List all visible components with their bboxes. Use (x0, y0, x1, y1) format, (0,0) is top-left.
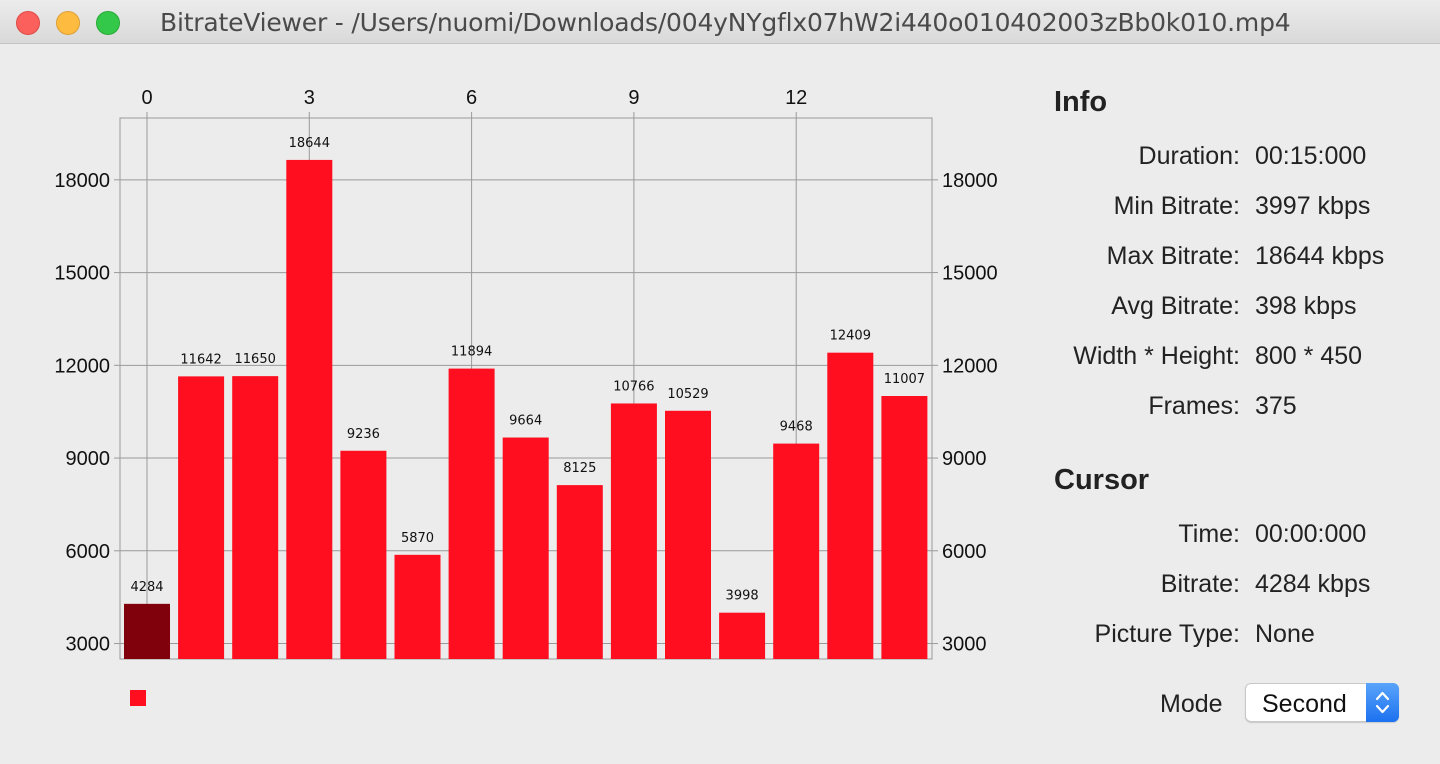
duration-value: 00:15:000 (1255, 142, 1367, 170)
bitrate-chart[interactable]: 3000 3000 6000 6000 9000 9000 12000 12000 15000 1… (0, 44, 1030, 744)
bar-data-label: 9468 (780, 420, 813, 435)
bar-data-label: 8125 (563, 461, 596, 476)
y-tick-label-right: 18000 (942, 170, 998, 192)
title-bar[interactable]: BitrateViewer - /Users/nuomi/Downloads/0… (0, 0, 1440, 44)
min-bitrate-label: Min Bitrate: (1113, 192, 1240, 220)
resolution-label: Width * Height: (1073, 342, 1240, 370)
x-tick-label: 9 (628, 87, 639, 109)
mode-select[interactable]: Second (1245, 683, 1399, 722)
picture-type-value: None (1255, 620, 1315, 648)
window-title: BitrateViewer - /Users/nuomi/Downloads/0… (160, 8, 1291, 37)
cursor-time-value: 00:00:000 (1255, 520, 1367, 548)
close-button[interactable] (16, 11, 40, 35)
chevron-up-down-icon (1375, 691, 1390, 714)
max-bitrate-label: Max Bitrate: (1106, 242, 1240, 270)
picture-type-label: Picture Type: (1094, 620, 1240, 648)
bar (178, 376, 225, 659)
bar (881, 396, 928, 659)
bar-data-label: 18644 (289, 136, 330, 151)
resolution-value: 800 * 450 (1255, 342, 1363, 370)
bar-data-label: 5870 (401, 531, 434, 546)
bar (448, 368, 495, 659)
avg-bitrate-label: Avg Bitrate: (1111, 292, 1240, 320)
zoom-button[interactable] (96, 11, 120, 35)
cursor-bitrate-value: 4284 kbps (1255, 570, 1371, 598)
bar (719, 612, 766, 659)
bar (340, 450, 387, 659)
avg-bitrate-value: 398 kbps (1255, 292, 1357, 320)
max-bitrate-value: 18644 kbps (1255, 242, 1385, 270)
y-tick-label-right: 15000 (942, 263, 998, 285)
select-stepper[interactable] (1366, 683, 1399, 722)
y-tick-label-left: 18000 (54, 170, 110, 192)
bar-data-label: 9236 (347, 427, 380, 442)
frames-label: Frames: (1148, 392, 1240, 420)
bar-data-label: 11894 (451, 345, 492, 360)
y-tick-label-left: 3000 (66, 634, 111, 656)
bar-data-label: 4284 (130, 580, 163, 595)
info-panel: Info Duration: 00:15:000 Min Bitrate: 39… (1040, 44, 1440, 764)
cursor-bitrate-label: Bitrate: (1160, 570, 1240, 598)
bar (773, 443, 820, 659)
bar (665, 410, 711, 659)
mode-label: Mode (1160, 690, 1223, 718)
duration-label: Duration: (1138, 142, 1240, 170)
bar (124, 603, 170, 659)
y-tick-label-right: 3000 (942, 634, 987, 656)
bar-data-label: 9664 (509, 414, 542, 429)
legend-swatch (130, 690, 146, 706)
bar (394, 554, 441, 659)
bar-data-label: 10766 (613, 379, 654, 394)
x-tick-label: 6 (466, 87, 477, 109)
y-tick-label-left: 6000 (66, 541, 111, 563)
x-tick-label: 12 (785, 87, 807, 109)
x-tick-label: 3 (304, 87, 315, 109)
y-tick-label-right: 9000 (942, 448, 987, 470)
bar-data-label: 3998 (726, 589, 759, 604)
mode-selected-value: Second (1262, 690, 1347, 718)
bar (827, 352, 874, 659)
y-tick-label-right: 6000 (942, 541, 987, 563)
bar-data-label: 12409 (830, 329, 871, 344)
cursor-heading: Cursor (1054, 464, 1150, 496)
bar-data-label: 10529 (667, 387, 708, 402)
bar-data-label: 11007 (884, 372, 925, 387)
bar (610, 403, 657, 659)
bar (556, 485, 603, 659)
frames-value: 375 (1255, 392, 1297, 420)
x-tick-label: 0 (141, 87, 152, 109)
y-tick-label-right: 12000 (942, 355, 998, 377)
bar (286, 159, 333, 659)
min-bitrate-value: 3997 kbps (1255, 192, 1371, 220)
bar-data-label: 11650 (235, 352, 276, 367)
bar (232, 376, 279, 659)
y-tick-label-left: 15000 (54, 263, 110, 285)
minimize-button[interactable] (56, 11, 80, 35)
info-heading: Info (1054, 86, 1108, 118)
bar-data-label: 11642 (180, 352, 221, 367)
y-tick-label-left: 12000 (54, 355, 110, 377)
cursor-time-label: Time: (1178, 520, 1240, 548)
y-tick-label-left: 9000 (66, 448, 111, 470)
bar (502, 437, 549, 659)
